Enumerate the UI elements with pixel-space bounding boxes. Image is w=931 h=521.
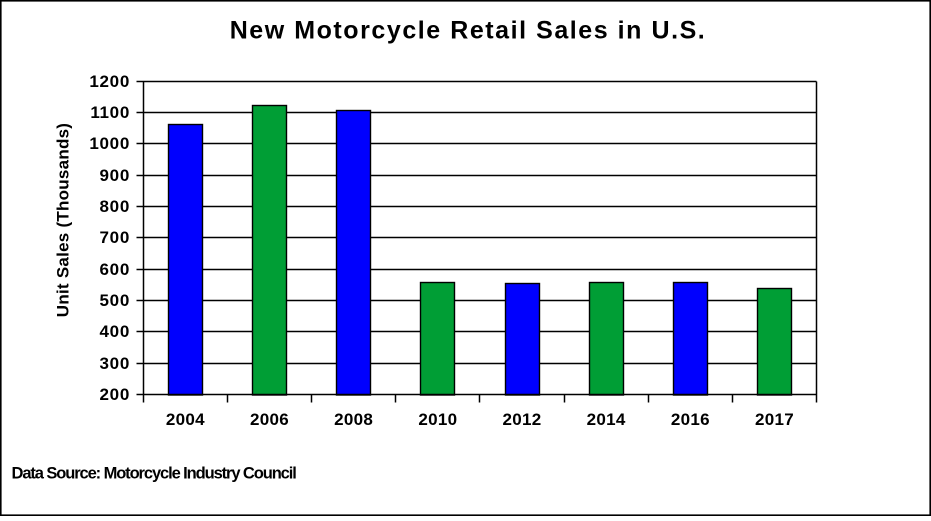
svg-text:2016: 2016 xyxy=(671,410,710,429)
svg-text:300: 300 xyxy=(100,354,130,373)
svg-text:Unit Sales (Thousands): Unit Sales (Thousands) xyxy=(54,123,73,317)
svg-text:200: 200 xyxy=(100,385,130,404)
svg-text:600: 600 xyxy=(100,260,130,279)
svg-text:1100: 1100 xyxy=(90,103,130,122)
svg-text:700: 700 xyxy=(100,228,130,247)
svg-text:New Motorcycle Retail Sales in: New Motorcycle Retail Sales in U.S. xyxy=(230,17,707,45)
svg-text:400: 400 xyxy=(100,322,130,341)
svg-text:2004: 2004 xyxy=(166,410,205,429)
svg-text:500: 500 xyxy=(100,291,130,310)
svg-text:900: 900 xyxy=(100,166,130,185)
svg-text:800: 800 xyxy=(100,197,130,216)
svg-text:2014: 2014 xyxy=(587,410,626,429)
svg-text:2008: 2008 xyxy=(334,410,373,429)
svg-text:2012: 2012 xyxy=(502,410,541,429)
svg-text:2017: 2017 xyxy=(755,410,794,429)
svg-text:1200: 1200 xyxy=(89,72,130,91)
svg-text:2010: 2010 xyxy=(418,410,457,429)
svg-text:Data Source: Motorcycle Indust: Data Source: Motorcycle Industry Council xyxy=(12,465,297,483)
svg-text:1000: 1000 xyxy=(89,134,130,153)
svg-text:2006: 2006 xyxy=(250,410,289,429)
